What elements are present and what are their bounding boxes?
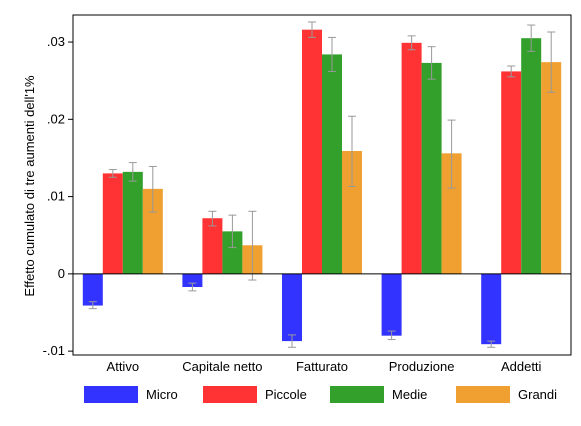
x-category-label: Fatturato <box>296 359 348 374</box>
legend: Micro Piccole Medie Grandi <box>84 386 557 403</box>
plot-area-frame <box>72 14 572 356</box>
legend-swatch <box>84 386 138 403</box>
error-bar <box>248 210 257 281</box>
bar-grandi <box>541 62 562 274</box>
error-bar <box>148 165 157 213</box>
error-bar <box>407 35 416 51</box>
y-axis-label: Effetto cumulato di tre aumenti dell'1% <box>22 75 37 297</box>
error-bar <box>88 301 97 310</box>
bar-micro <box>481 273 502 345</box>
y-tick-label: .02 <box>47 111 65 126</box>
error-bar <box>547 31 556 93</box>
legend-label: Grandi <box>518 387 557 402</box>
bar-medie <box>122 171 143 274</box>
error-bar <box>228 214 237 249</box>
bar-grandi <box>342 151 362 274</box>
bar-micro <box>282 273 302 342</box>
error-bar <box>108 169 117 178</box>
bar-medie <box>322 54 342 274</box>
bar-piccole <box>102 173 123 274</box>
x-axis: Attivo Capitale netto Fatturato Produzione A… <box>107 359 542 374</box>
bar-medie <box>521 38 542 274</box>
bar-grandi <box>142 188 163 274</box>
error-bar <box>427 46 436 80</box>
bar-grandi <box>441 153 462 274</box>
error-bar <box>447 119 456 189</box>
legend-label: Piccole <box>265 387 307 402</box>
bar-medie <box>222 231 243 274</box>
error-bar <box>387 330 396 341</box>
error-bar <box>348 115 356 188</box>
x-category-label: Capitale netto <box>182 359 262 374</box>
y-tick-label: .03 <box>47 34 65 49</box>
error-bar <box>527 24 536 52</box>
legend-label: Micro <box>146 387 178 402</box>
error-bar <box>487 340 496 348</box>
legend-item-micro: Micro <box>84 386 178 403</box>
x-category-label: Attivo <box>107 359 140 374</box>
bar-piccole <box>202 218 223 274</box>
error-bar <box>128 162 137 182</box>
bar-piccole <box>401 42 422 274</box>
error-bar <box>308 21 316 38</box>
error-bar <box>208 210 217 227</box>
bar-micro <box>82 273 103 306</box>
y-tick-label: -.01 <box>43 343 65 358</box>
y-axis: .03 .02 .01 0 -.01 <box>43 34 73 358</box>
bar-medie <box>421 62 442 274</box>
legend-swatch <box>203 386 257 403</box>
error-bar <box>188 282 197 292</box>
bar-piccole <box>302 29 322 274</box>
y-tick-label: .01 <box>47 189 65 204</box>
bar-micro <box>182 273 203 287</box>
legend-label: Medie <box>392 387 427 402</box>
error-bar <box>507 65 516 78</box>
error-bar <box>288 334 296 348</box>
legend-item-piccole: Piccole <box>203 386 307 403</box>
legend-item-medie: Medie <box>330 386 427 403</box>
legend-swatch <box>456 386 510 403</box>
legend-swatch <box>330 386 384 403</box>
x-category-label: Produzione <box>389 359 455 374</box>
error-bar <box>328 36 336 72</box>
y-tick-label: 0 <box>58 266 65 281</box>
bar-micro <box>381 273 402 336</box>
bar-piccole <box>501 71 522 274</box>
error-bars-layer <box>88 21 556 348</box>
bars-layer <box>82 29 562 345</box>
x-category-label: Addetti <box>501 359 542 374</box>
legend-item-grandi: Grandi <box>456 386 557 403</box>
